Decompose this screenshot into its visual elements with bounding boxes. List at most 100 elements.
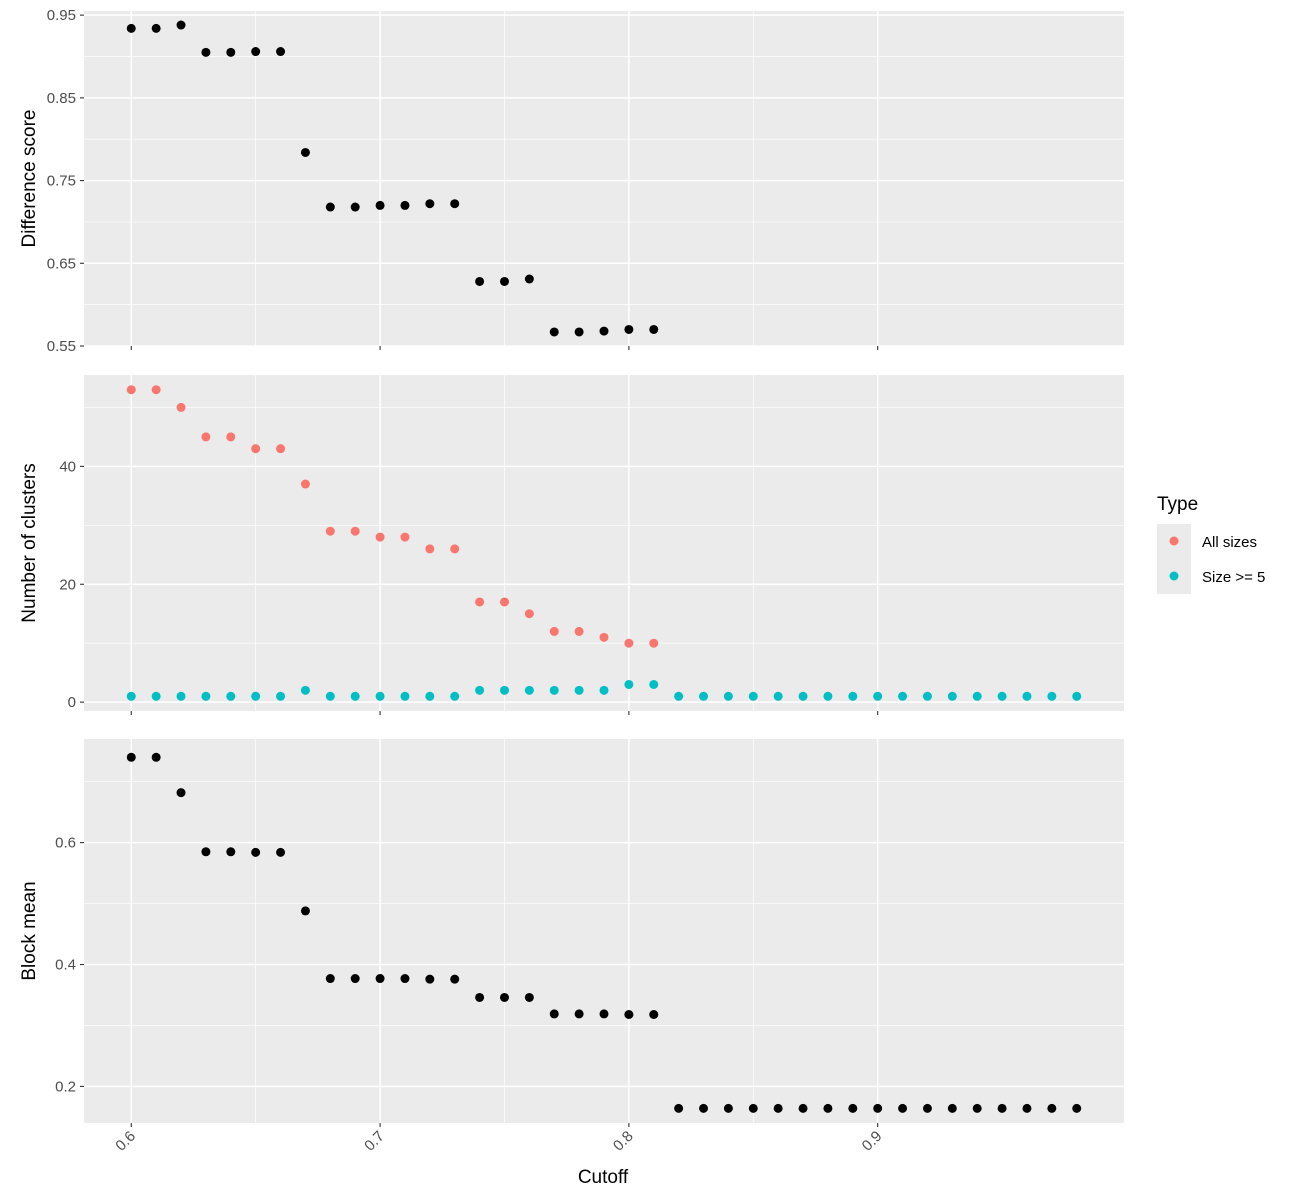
data-point bbox=[425, 691, 435, 701]
data-point bbox=[549, 626, 559, 636]
data-point bbox=[649, 1010, 659, 1020]
y-tick-label: 0.6 bbox=[55, 835, 76, 852]
data-point bbox=[873, 1103, 883, 1113]
data-point bbox=[475, 597, 485, 607]
data-point bbox=[1022, 691, 1032, 701]
data-point bbox=[226, 847, 236, 857]
data-point bbox=[251, 847, 261, 857]
data-point bbox=[499, 992, 509, 1002]
panel-background bbox=[84, 11, 1124, 346]
data-point bbox=[574, 626, 584, 636]
x-tick-label: 0.6 bbox=[112, 1128, 139, 1155]
data-point bbox=[524, 274, 534, 284]
data-point bbox=[176, 788, 186, 798]
data-point bbox=[375, 200, 385, 210]
data-point bbox=[475, 685, 485, 695]
data-point bbox=[499, 685, 509, 695]
panel-1: 0 20 40 Number of clusters bbox=[19, 375, 1124, 715]
data-point bbox=[276, 47, 286, 57]
y-tick-label: 0.95 bbox=[47, 7, 76, 24]
data-point bbox=[251, 47, 261, 57]
data-point bbox=[176, 691, 186, 701]
data-point bbox=[1072, 1103, 1082, 1113]
data-point bbox=[450, 199, 460, 209]
data-point bbox=[699, 691, 709, 701]
data-point bbox=[873, 691, 883, 701]
data-point bbox=[350, 526, 360, 536]
data-point bbox=[823, 691, 833, 701]
data-point bbox=[997, 1103, 1007, 1113]
y-tick-label: 0.85 bbox=[47, 90, 76, 107]
data-point bbox=[773, 691, 783, 701]
data-point bbox=[723, 691, 733, 701]
data-point bbox=[126, 23, 136, 33]
data-point bbox=[723, 1103, 733, 1113]
y-tick-label: 0.4 bbox=[55, 957, 76, 974]
data-point bbox=[400, 200, 410, 210]
data-point bbox=[624, 638, 634, 648]
data-point bbox=[325, 526, 335, 536]
data-point bbox=[475, 992, 485, 1002]
data-point bbox=[126, 691, 136, 701]
data-point bbox=[450, 691, 460, 701]
data-point bbox=[499, 276, 509, 286]
panel-background bbox=[84, 375, 1124, 711]
data-point bbox=[1072, 691, 1082, 701]
legend-label-size-ge-5: Size >= 5 bbox=[1202, 569, 1265, 586]
data-point bbox=[624, 679, 634, 689]
data-point bbox=[922, 691, 932, 701]
data-point bbox=[300, 906, 310, 916]
panel-0: 0.55 0.65 0.75 0.85 0.95 Difference score bbox=[19, 7, 1124, 355]
data-point bbox=[425, 544, 435, 554]
data-point bbox=[425, 199, 435, 209]
data-point bbox=[524, 609, 534, 619]
data-point bbox=[151, 752, 161, 762]
data-point bbox=[151, 23, 161, 33]
data-point bbox=[972, 1103, 982, 1113]
data-point bbox=[126, 752, 136, 762]
data-point bbox=[226, 47, 236, 57]
data-point bbox=[574, 327, 584, 337]
data-point bbox=[151, 385, 161, 395]
data-point bbox=[624, 1010, 634, 1020]
data-point bbox=[748, 1103, 758, 1113]
data-point bbox=[798, 1103, 808, 1113]
data-point bbox=[1047, 691, 1057, 701]
y-tick-label: 0.2 bbox=[55, 1078, 76, 1095]
data-point bbox=[350, 974, 360, 984]
data-point bbox=[1022, 1103, 1032, 1113]
data-point bbox=[549, 1009, 559, 1019]
data-point bbox=[922, 1103, 932, 1113]
data-point bbox=[201, 432, 211, 442]
y-axis-title: Number of clusters bbox=[19, 463, 40, 622]
data-point bbox=[201, 691, 211, 701]
data-point bbox=[400, 691, 410, 701]
legend-title: Type bbox=[1157, 494, 1198, 515]
data-point bbox=[201, 847, 211, 857]
data-point bbox=[947, 1103, 957, 1113]
data-point bbox=[823, 1103, 833, 1113]
y-tick-label: 0.65 bbox=[47, 255, 76, 272]
data-point bbox=[300, 685, 310, 695]
data-point bbox=[1047, 1103, 1057, 1113]
data-point bbox=[848, 1103, 858, 1113]
legend-key-size-ge-5-dot bbox=[1169, 571, 1179, 581]
panel-background bbox=[84, 739, 1124, 1123]
legend-label-all-sizes: All sizes bbox=[1202, 534, 1257, 551]
data-point bbox=[126, 385, 136, 395]
data-point bbox=[325, 202, 335, 212]
data-point bbox=[898, 691, 908, 701]
data-point bbox=[475, 276, 485, 286]
data-point bbox=[226, 691, 236, 701]
data-point bbox=[624, 324, 634, 334]
data-point bbox=[300, 147, 310, 157]
data-point bbox=[400, 974, 410, 984]
data-point bbox=[599, 632, 609, 642]
y-axis-title: Block mean bbox=[19, 881, 40, 980]
x-tick-label: 0.7 bbox=[361, 1128, 388, 1155]
x-tick-label: 0.8 bbox=[610, 1128, 637, 1155]
legend-key-all-sizes-dot bbox=[1169, 536, 1179, 546]
data-point bbox=[649, 324, 659, 334]
data-point bbox=[499, 597, 509, 607]
